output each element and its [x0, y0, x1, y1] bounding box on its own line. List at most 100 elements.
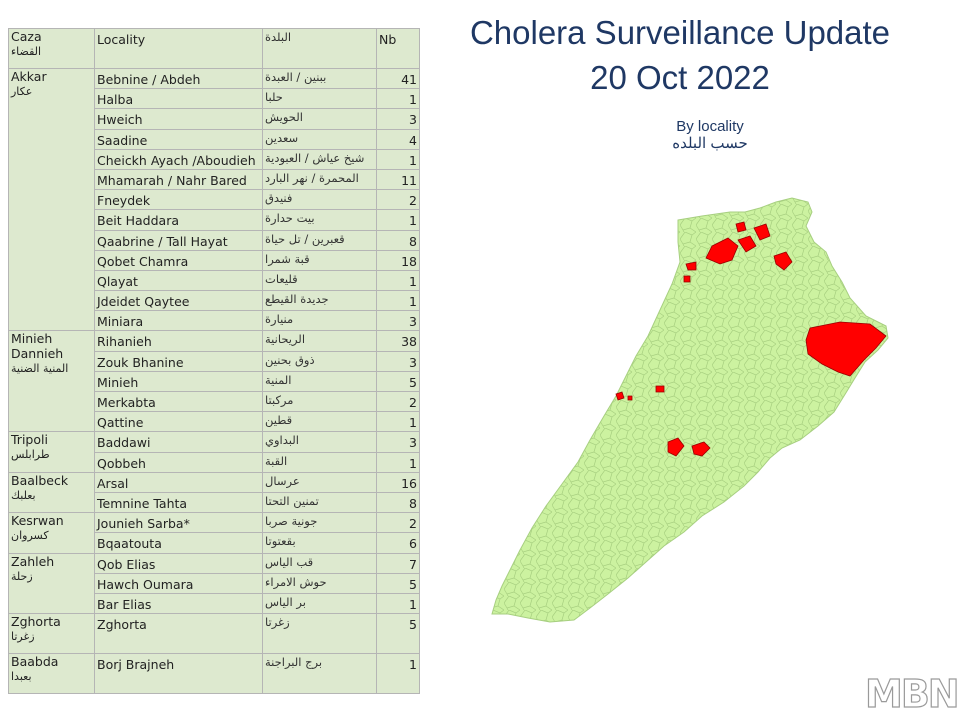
caza-cell: Zghorta زغرتا [8, 613, 95, 655]
lebanon-map [491, 197, 889, 623]
locality-ar-cell: ذوق بحنين [262, 350, 377, 372]
caza-name-en: Zahleh [11, 553, 55, 569]
table-row: Zahleh زحلة Qob Elias قب الياس 7 [8, 552, 420, 615]
case-count-cell: 3 [376, 108, 420, 130]
case-area-bekaa-1 [667, 437, 685, 457]
case-area-kesrwan-3 [655, 385, 665, 393]
locality-cell: Jdeidet Qaytee [94, 290, 263, 312]
header-caza: Caza القضاء [8, 28, 95, 69]
case-count-cell: 3 [376, 431, 420, 453]
table-row: Mhamarah / Nahr Bared المحمرة / نهر البار… [9, 168, 420, 191]
case-count-cell: 3 [376, 310, 420, 332]
caza-cell: Zahleh زحلة [8, 552, 95, 615]
caza-name-ar: بعبدا [11, 670, 32, 684]
case-count-cell: 18 [376, 249, 420, 271]
locality-cell: Baddawi [94, 431, 263, 453]
table-row: Qlayat قليعات 1 [9, 269, 420, 292]
caza-name-en: Baabda [11, 654, 59, 670]
table-row: Minieh Dannieh المنية الضنية Rihanieh الريح… [8, 330, 420, 433]
caza-name-en: Zghorta [11, 614, 61, 630]
locality-ar-cell: القبة [262, 451, 377, 473]
table-row: Qattine قطين 1 [9, 411, 420, 433]
locality-cell: Qlayat [94, 269, 263, 292]
locality-cell: Rihanieh [94, 330, 263, 352]
case-count-cell: 1 [376, 451, 420, 473]
case-area-tripoli-2 [683, 275, 691, 283]
locality-cell: Qattine [94, 411, 263, 433]
locality-cell: Qobbeh [94, 451, 263, 473]
table-header-row: Caza القضاء Locality البلدة Nb [8, 28, 420, 69]
case-count-cell: 1 [376, 269, 420, 292]
locality-cell: Bar Elias [94, 592, 263, 615]
case-count-cell: 1 [376, 653, 420, 695]
locality-cell: Fneydek [94, 189, 263, 211]
locality-ar-cell: برج البراجنة [262, 653, 377, 695]
case-count-cell: 6 [376, 532, 420, 554]
map-subtitle: By locality حسب البلده [610, 118, 810, 152]
table-row: Bar Elias بر الياس 1 [9, 592, 420, 615]
locality-ar-cell: مركبتا [262, 390, 377, 413]
case-area-akkar-2 [737, 235, 757, 253]
case-count-cell: 1 [376, 148, 420, 170]
case-area-akkar-4 [773, 251, 793, 271]
locality-cell: Arsal [94, 471, 263, 493]
locality-ar-cell: قبة شمرا [262, 249, 377, 271]
caza-name-ar: بعلبك [11, 488, 36, 502]
locality-cell: Qaabrine / Tall Hayat [94, 229, 263, 251]
locality-cell: Bebnine / Abdeh [94, 67, 263, 90]
locality-ar-cell: سعدين [262, 128, 377, 150]
case-count-cell: 3 [376, 350, 420, 372]
table-row: Kesrwan كسروان Jounieh Sarba* جونية صربا 2 [8, 512, 420, 554]
case-count-cell: 5 [376, 572, 420, 594]
locality-ar-cell: جونية صربا [262, 512, 377, 534]
locality-cell: Saadine [94, 128, 263, 150]
page-title: Cholera Surveillance Update 20 Oct 2022 [430, 10, 930, 100]
locality-ar-cell: البداوي [262, 431, 377, 453]
table-row: Qobbeh القبة 1 [9, 451, 420, 473]
caza-name-ar: زحلة [11, 569, 33, 583]
title-line-1: Cholera Surveillance Update [469, 14, 891, 51]
table-row: Baabda بعبدا Borj Brajneh برج البراجنة 1 [8, 653, 420, 695]
header-locality: Locality [94, 28, 263, 69]
title-line-2: 20 Oct 2022 [590, 59, 770, 96]
case-count-cell: 11 [376, 168, 420, 191]
mbn-logo: MBN [864, 671, 960, 716]
case-count-cell: 1 [376, 411, 420, 433]
caza-name-ar: طرابلس [11, 448, 50, 462]
caza-name-ar: زغرتا [11, 630, 35, 644]
case-count-cell: 5 [376, 613, 420, 655]
caza-cell: Tripoli طرابلس [8, 431, 95, 473]
locality-ar-cell: الحويش [262, 108, 377, 130]
caza-name-ar: المنية الضنية [11, 362, 69, 376]
locality-ar-cell: جديدة القيطع [262, 290, 377, 312]
case-count-cell: 2 [376, 512, 420, 534]
case-area-akkar-1 [705, 237, 739, 265]
header-caza-ar: القضاء [11, 45, 42, 58]
case-areas-group [615, 221, 887, 457]
locality-cell: Zghorta [94, 613, 263, 655]
locality-cell: Zouk Bhanine [94, 350, 263, 372]
case-area-bekaa-2 [691, 441, 711, 457]
table-row: Qobet Chamra قبة شمرا 18 [9, 249, 420, 271]
locality-cell: Halba [94, 88, 263, 110]
locality-cell: Minieh [94, 370, 263, 393]
locality-cell: Hweich [94, 108, 263, 130]
subtitle-en: By locality [676, 118, 744, 135]
case-count-cell: 1 [376, 290, 420, 312]
locality-ar-cell: بر الياس [262, 592, 377, 615]
case-count-cell: 8 [376, 491, 420, 514]
caza-cell: Akkar عكار [8, 67, 95, 332]
locality-ar-cell: قليعات [262, 269, 377, 292]
caza-name-en: Kesrwan [11, 513, 64, 529]
table-row: Bqaatouta بقعتوتا 6 [9, 532, 420, 554]
caza-name-en: Akkar [11, 69, 47, 84]
case-count-cell: 2 [376, 390, 420, 413]
table-row: Jdeidet Qaytee جديدة القيطع 1 [9, 290, 420, 312]
case-count-cell: 41 [376, 67, 420, 90]
locality-ar-cell: ببنين / العبدة [262, 67, 377, 90]
caza-name-en: Minieh Dannieh [11, 331, 64, 362]
table-row: Baalbeck بعلبك Arsal عرسال 16 [8, 471, 420, 514]
case-count-cell: 38 [376, 330, 420, 352]
locality-cell: Mhamarah / Nahr Bared [94, 168, 263, 191]
header-nb: Nb [376, 28, 420, 69]
